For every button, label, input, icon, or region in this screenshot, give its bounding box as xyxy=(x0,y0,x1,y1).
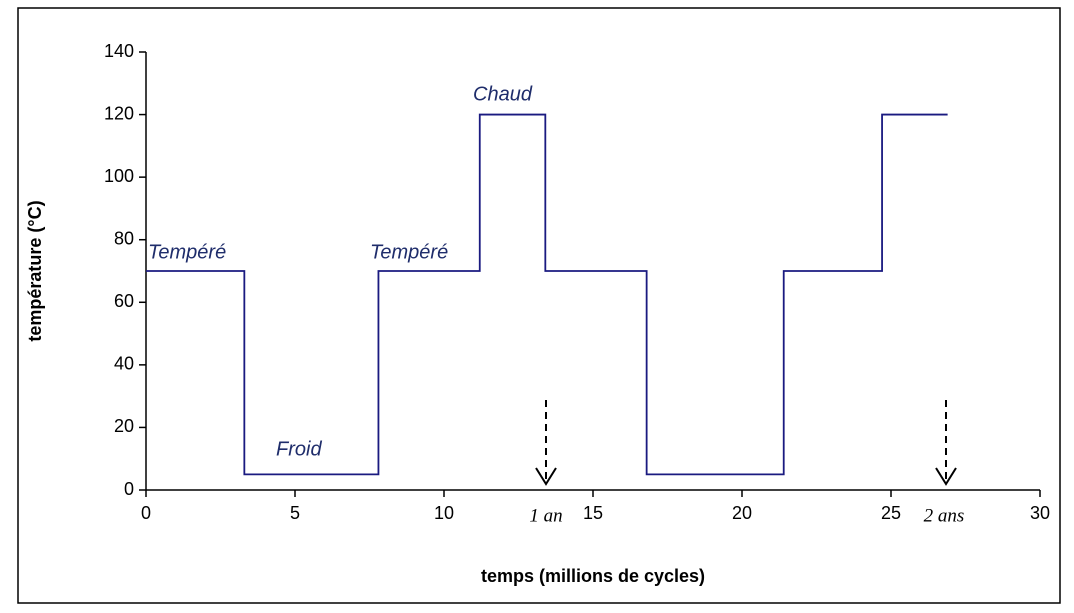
annotation: Tempéré xyxy=(370,241,448,263)
x-tick-label: 10 xyxy=(434,503,454,523)
y-tick-label: 40 xyxy=(114,354,134,374)
y-tick-label: 20 xyxy=(114,416,134,436)
annotation: 2 ans xyxy=(924,505,965,526)
annotation: Tempéré xyxy=(148,241,226,263)
x-tick-label: 30 xyxy=(1030,503,1050,523)
arrow xyxy=(535,400,957,486)
y-axis-title: température (°C) xyxy=(25,200,45,341)
y-tick-label: 120 xyxy=(104,103,134,123)
x-tick-label: 5 xyxy=(290,503,300,523)
y-tick-label: 80 xyxy=(114,228,134,248)
y-tick-label: 140 xyxy=(104,41,134,61)
annotation: Froid xyxy=(276,438,322,460)
annotation: Chaud xyxy=(473,83,533,105)
chart-frame xyxy=(17,7,1061,604)
x-tick-label: 15 xyxy=(583,503,603,523)
x-tick-label: 0 xyxy=(141,503,151,523)
x-axis-title: temps (millions de cycles) xyxy=(481,566,705,586)
x-tick-label: 20 xyxy=(732,503,752,523)
y-tick-label: 100 xyxy=(104,166,134,186)
x-tick-label: 25 xyxy=(881,503,901,523)
y-tick-label: 60 xyxy=(114,291,134,311)
annotation: 1 an xyxy=(529,505,562,526)
y-tick-label: 0 xyxy=(124,479,134,499)
line xyxy=(146,113,948,476)
